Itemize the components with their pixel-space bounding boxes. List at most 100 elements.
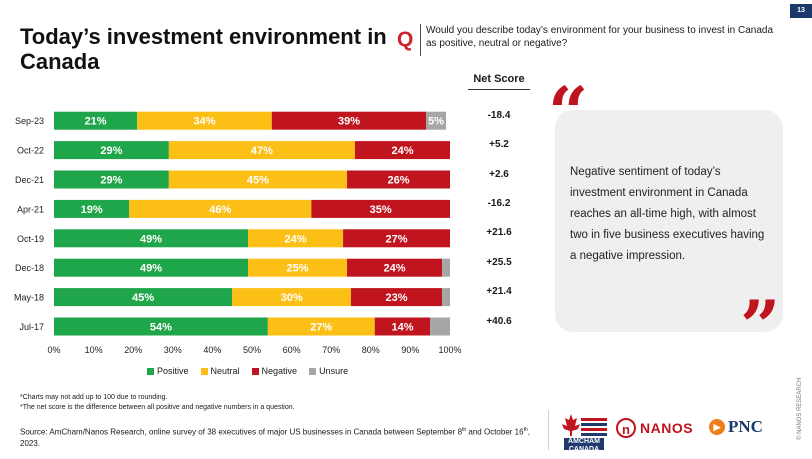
net-score-header: Net Score	[473, 73, 525, 85]
bar-unsure-dec-18	[442, 258, 450, 277]
pnc-logo: ▶ PNC	[709, 417, 763, 437]
survey-question: Would you describe today’s environment f…	[426, 25, 774, 49]
bar-positive-apr-21	[54, 199, 130, 218]
nanos-mark-icon: n	[616, 418, 636, 438]
data-label-negative-jul-17: 14%	[391, 322, 413, 334]
data-label-negative-dec-18: 24%	[384, 263, 406, 275]
bar-positive-sep-23	[54, 111, 138, 130]
copyright-note: © NANOS RESEARCH	[797, 377, 803, 440]
logo-divider	[548, 410, 549, 450]
stacked-bar-chart: Sep-23 21% 34% 39% 5% Oct-22 29% 47% 24% Dec-21 29…	[14, 111, 462, 355]
net-score-sep-23: -18.4	[487, 110, 511, 121]
data-label-unsure-sep-23: 5%	[428, 116, 444, 128]
legend-label-neutral: Neutral	[210, 366, 240, 376]
x-tick-label: 20%	[124, 345, 142, 355]
data-label-positive-oct-22: 29%	[100, 145, 122, 157]
footnote-rounding: *Charts may not add up to 100 due to rou…	[20, 394, 168, 401]
data-label-positive-sep-23: 21%	[85, 116, 107, 128]
bar-neutral-jul-17	[267, 317, 375, 336]
data-label-neutral-dec-21: 45%	[247, 175, 269, 187]
category-label-sep-23: Sep-23	[15, 116, 44, 126]
callout-box	[555, 110, 783, 332]
page-number: 13	[790, 4, 812, 18]
bar-negative-oct-22	[354, 141, 450, 160]
net-score-dec-18: +25.5	[486, 257, 512, 268]
category-label-dec-18: Dec-18	[15, 263, 44, 273]
bar-negative-oct-19	[343, 229, 450, 248]
source-sup-2: th	[523, 427, 528, 433]
legend-swatch-positive	[147, 367, 154, 375]
x-tick-label: 0%	[47, 345, 60, 355]
x-tick-label: 10%	[85, 345, 103, 355]
category-label-apr-21: Apr-21	[17, 204, 44, 214]
data-label-negative-oct-19: 27%	[386, 233, 408, 245]
close-quote-icon: ”	[740, 285, 781, 368]
bar-unsure-jul-17	[430, 317, 450, 336]
bar-negative-sep-23	[271, 111, 427, 130]
category-label-may-18: May-18	[14, 293, 44, 303]
data-label-negative-oct-22: 24%	[391, 145, 413, 157]
x-tick-label: 50%	[243, 345, 261, 355]
net-score-jul-17: +40.6	[486, 316, 512, 327]
bar-unsure-may-18	[442, 288, 450, 307]
legend-label-unsure: Unsure	[319, 366, 349, 376]
legend-item-positive: Positive	[147, 366, 189, 376]
bar-neutral-may-18	[232, 288, 351, 307]
category-label-oct-19: Oct-19	[17, 234, 44, 244]
net-score-oct-22: +5.2	[489, 139, 509, 150]
data-label-neutral-apr-21: 46%	[209, 204, 231, 216]
bar-positive-oct-19	[54, 229, 249, 248]
data-label-positive-dec-21: 29%	[100, 175, 122, 187]
amcham-maple-leaf-icon	[562, 414, 607, 436]
bar-negative-jul-17	[374, 317, 431, 336]
data-label-neutral-sep-23: 34%	[193, 116, 215, 128]
legend-item-neutral: Neutral	[200, 366, 240, 376]
bar-negative-dec-18	[347, 258, 443, 277]
bar-negative-dec-21	[347, 170, 450, 189]
category-label-dec-21: Dec-21	[15, 175, 44, 185]
x-tick-label: 70%	[322, 345, 340, 355]
x-tick-label: 100%	[438, 345, 461, 355]
legend-item-negative: Negative	[251, 366, 298, 376]
source-sup-1: th	[462, 427, 467, 433]
amcham-logo-text: AMCHAM CANADA	[564, 438, 604, 453]
callout-text: Negative sentiment of today’s investment…	[570, 166, 765, 262]
data-label-negative-sep-23: 39%	[338, 116, 360, 128]
data-label-negative-apr-21: 35%	[370, 204, 392, 216]
x-tick-label: 90%	[401, 345, 419, 355]
data-label-negative-may-18: 23%	[386, 292, 408, 304]
data-label-neutral-oct-22: 47%	[251, 145, 273, 157]
bar-positive-dec-21	[54, 170, 169, 189]
data-label-neutral-jul-17: 27%	[310, 322, 332, 334]
question-marker: Q	[397, 28, 414, 51]
open-quote-icon: “	[548, 71, 589, 154]
data-label-positive-jul-17: 54%	[150, 322, 172, 334]
bar-neutral-dec-18	[248, 258, 348, 277]
legend-item-unsure: Unsure	[309, 366, 348, 376]
x-tick-label: 30%	[164, 345, 182, 355]
legend-label-negative: Negative	[261, 366, 298, 376]
source-note: Source: AmCham/Nanos Research, online su…	[20, 425, 540, 449]
legend-swatch-neutral	[200, 367, 208, 375]
legend-label-positive: Positive	[157, 366, 189, 376]
x-tick-label: 80%	[362, 345, 380, 355]
x-tick-label: 60%	[283, 345, 301, 355]
source-text: Source: AmCham/Nanos Research, online su…	[20, 427, 463, 437]
footnote-net-score: *The net score is the difference between…	[20, 404, 295, 411]
data-label-positive-oct-19: 49%	[140, 233, 162, 245]
data-label-neutral-may-18: 30%	[281, 292, 303, 304]
bar-neutral-oct-22	[168, 141, 355, 160]
pnc-mark-icon: ▶	[709, 419, 725, 435]
bar-negative-may-18	[351, 288, 443, 307]
bar-positive-dec-18	[54, 258, 249, 277]
data-label-positive-apr-21: 19%	[81, 204, 103, 216]
question-divider	[420, 24, 421, 56]
source-text-2: and October 16	[466, 427, 524, 437]
x-tick-label: 40%	[203, 345, 221, 355]
nanos-wordmark: NANOS	[640, 420, 694, 436]
net-score-oct-19: +21.6	[486, 227, 512, 238]
data-label-neutral-dec-18: 25%	[287, 263, 309, 275]
data-label-negative-dec-21: 26%	[388, 175, 410, 187]
bar-positive-jul-17	[54, 317, 268, 336]
bar-neutral-oct-19	[248, 229, 344, 248]
